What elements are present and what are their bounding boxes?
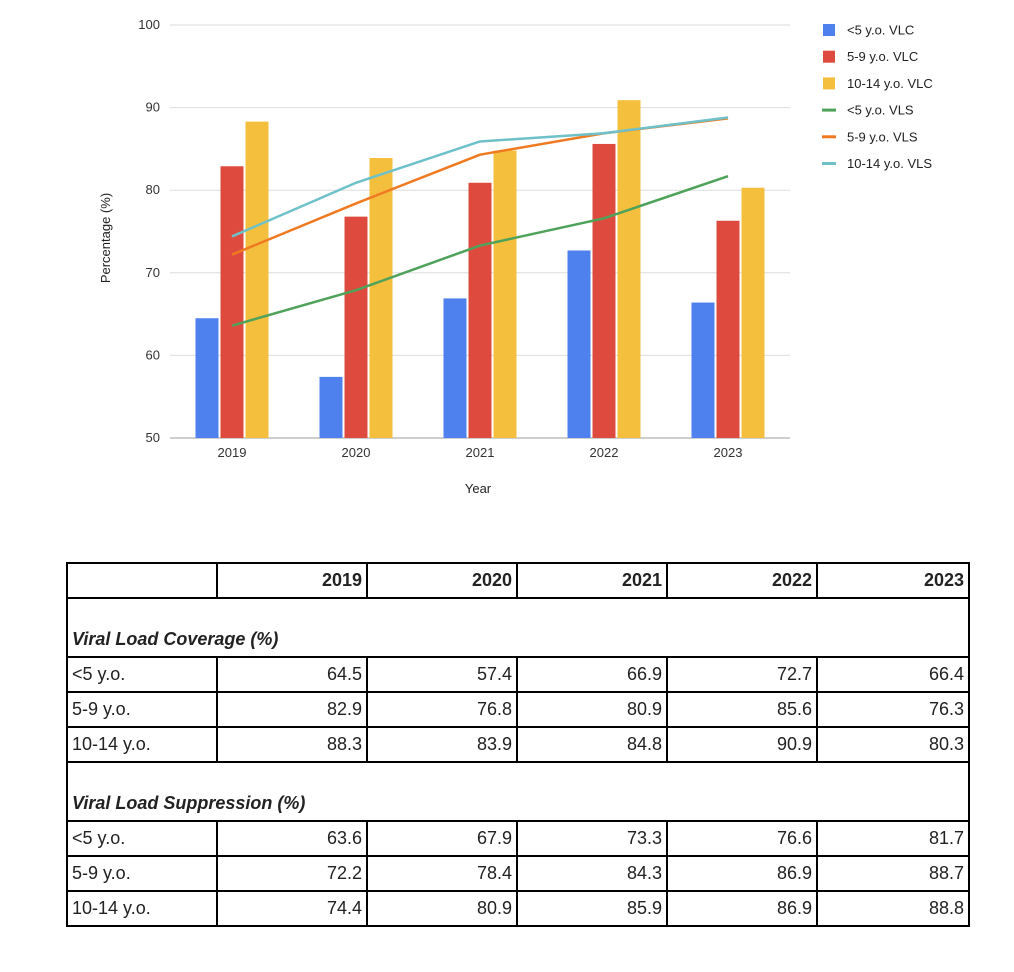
value-cell: 72.7 [666,656,818,693]
value-cell: 88.8 [816,890,970,927]
table-corner-cell [66,562,218,599]
value-cell: 72.2 [216,855,368,892]
bar-1-2021 [443,298,467,438]
legend-swatch-bar [823,50,835,63]
year-header: 2019 [216,562,368,599]
value-cell: 74.4 [216,890,368,927]
value-cell: 80.9 [366,890,518,927]
bar-3-2022 [617,100,641,438]
legend-label: <5 y.o. VLS [847,103,914,118]
legend-label: 10-14 y.o. VLC [847,76,933,91]
x-tick-label: 2023 [714,445,743,460]
x-tick-label: 2019 [218,445,247,460]
table-row: 10-14 y.o. 74.4 80.9 85.9 86.9 88.8 [66,890,970,927]
value-cell: 86.9 [666,890,818,927]
y-axis-title: Percentage (%) [98,193,113,283]
value-cell: 82.9 [216,691,368,728]
bar-3-2023 [741,187,765,438]
bar-2-2023 [716,220,740,438]
line-series-1 [231,174,729,327]
bar-2-2021 [468,182,492,438]
table-row: 5-9 y.o. 82.9 76.8 80.9 85.6 76.3 [66,691,970,728]
table-row: <5 y.o. 63.6 67.9 73.3 76.6 81.7 [66,820,970,857]
value-cell: 83.9 [366,726,518,763]
bar-3-2020 [369,157,393,438]
legend-swatch-bar [823,77,835,90]
row-label: <5 y.o. [66,656,218,693]
x-tick-label: 2022 [590,445,619,460]
section-row: Viral Load Coverage (%) [66,597,970,658]
value-cell: 85.9 [516,890,668,927]
bar-1-2023 [691,302,715,438]
x-tick-label: 2021 [466,445,495,460]
y-tick-label: 50 [146,430,160,445]
value-cell: 90.9 [666,726,818,763]
bar-1-2022 [567,250,591,438]
y-tick-label: 90 [146,100,160,115]
year-header: 2021 [516,562,668,599]
year-header: 2023 [816,562,970,599]
line-series-3 [231,116,729,238]
year-header: 2022 [666,562,818,599]
year-header: 2020 [366,562,518,599]
bar-1-2019 [195,318,219,438]
y-tick-label: 70 [146,265,160,280]
value-cell: 67.9 [366,820,518,857]
table-header-row: 2019 2020 2021 2022 2023 [66,562,970,599]
value-cell: 76.6 [666,820,818,857]
bar-2-2019 [220,166,244,438]
value-cell: 88.7 [816,855,970,892]
table-row: 5-9 y.o. 72.2 78.4 84.3 86.9 88.7 [66,855,970,892]
row-label: 10-14 y.o. [66,890,218,927]
value-cell: 86.9 [666,855,818,892]
y-tick-label: 100 [138,17,160,32]
row-label: 5-9 y.o. [66,691,218,728]
legend-label: 5-9 y.o. VLS [847,129,918,144]
value-cell: 63.6 [216,820,368,857]
bar-3-2021 [493,150,517,438]
value-cell: 81.7 [816,820,970,857]
value-cell: 73.3 [516,820,668,857]
table-row: 10-14 y.o. 88.3 83.9 84.8 90.9 80.3 [66,726,970,763]
section-title: Viral Load Suppression (%) [66,761,970,822]
row-label: <5 y.o. [66,820,218,857]
x-axis-title: Year [465,481,492,496]
value-cell: 78.4 [366,855,518,892]
y-tick-label: 60 [146,347,160,362]
value-cell: 84.3 [516,855,668,892]
value-cell: 84.8 [516,726,668,763]
row-label: 10-14 y.o. [66,726,218,763]
value-cell: 88.3 [216,726,368,763]
bar-2-2020 [344,216,368,438]
section-title: Viral Load Coverage (%) [66,597,970,658]
value-cell: 66.4 [816,656,970,693]
value-cell: 76.8 [366,691,518,728]
value-cell: 64.5 [216,656,368,693]
value-cell: 57.4 [366,656,518,693]
legend-label: <5 y.o. VLC [847,23,914,38]
bar-1-2020 [319,376,343,438]
value-cell: 80.9 [516,691,668,728]
table-row: <5 y.o. 64.5 57.4 66.9 72.7 66.4 [66,656,970,693]
bar-2-2022 [592,143,616,438]
value-cell: 76.3 [816,691,970,728]
data-table: 2019 2020 2021 2022 2023 Viral Load Coverage … [66,562,970,927]
legend-swatch-bar [823,24,835,36]
x-tick-label: 2020 [342,445,371,460]
combo-chart: 50 60 70 80 90 100 2019 2020 2021 2022 2023 Year Per… [98,17,933,496]
value-cell: 66.9 [516,656,668,693]
section-row: Viral Load Suppression (%) [66,761,970,822]
value-cell: 85.6 [666,691,818,728]
bar-3-2019 [245,121,269,438]
legend-label: 10-14 y.o. VLS [847,156,932,171]
row-label: 5-9 y.o. [66,855,218,892]
legend-label: 5-9 y.o. VLC [847,49,918,64]
value-cell: 80.3 [816,726,970,763]
y-tick-label: 80 [146,182,160,197]
